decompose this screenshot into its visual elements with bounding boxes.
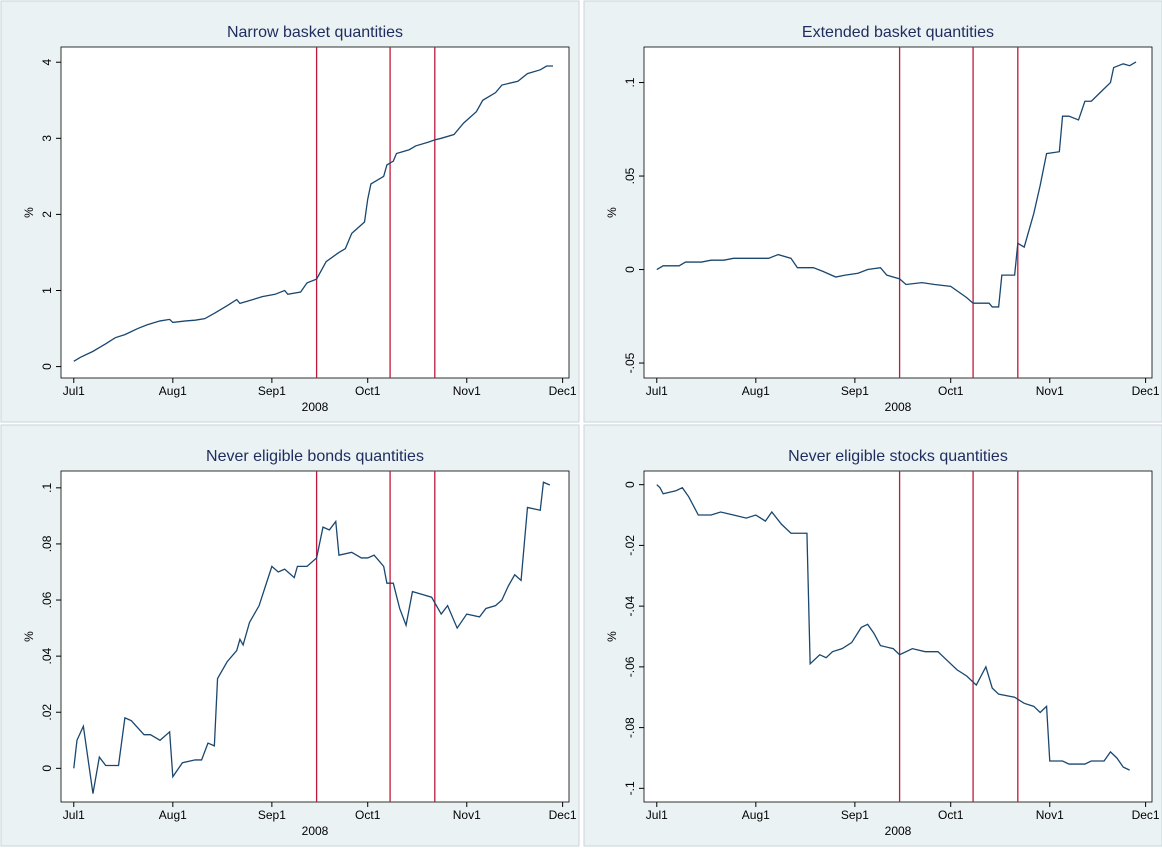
y-tick-label: .06 [40, 591, 54, 608]
x-tick-label: Sep1 [258, 808, 286, 822]
x-tick-label: Dec1 [549, 384, 577, 398]
y-axis-title: % [605, 631, 619, 642]
y-tick-label: 1 [40, 287, 54, 294]
chart-title: Never eligible bonds quantities [206, 448, 424, 465]
chart-title: Never eligible stocks quantities [788, 448, 1008, 465]
data-line [73, 65, 554, 362]
y-tick-label: .1 [40, 483, 54, 493]
x-tick-label: Nov1 [1036, 384, 1064, 398]
x-tick-label: Aug1 [742, 384, 770, 398]
x-tick-label: Oct1 [355, 808, 381, 822]
x-tick-label: Oct1 [355, 384, 381, 398]
data-line [656, 484, 1130, 771]
y-tick-label: -.06 [623, 656, 637, 677]
x-axis-title: 2008 [302, 824, 329, 838]
plot-area [60, 470, 570, 803]
x-tick-label: Sep1 [258, 384, 286, 398]
x-axis-title: 2008 [302, 400, 329, 414]
x-tick-label: Aug1 [742, 808, 770, 822]
y-tick-label: 3 [40, 135, 54, 142]
x-tick-label: Jul1 [63, 808, 85, 822]
y-tick-label: 0 [40, 363, 54, 370]
y-tick-label: 4 [40, 59, 54, 66]
x-tick-label: Sep1 [841, 384, 869, 398]
y-tick-label: 0 [623, 266, 637, 273]
y-axis-title: % [22, 631, 36, 642]
x-tick-label: Jul1 [646, 808, 668, 822]
y-axis-title: % [605, 207, 619, 218]
x-axis-title: 2008 [885, 400, 912, 414]
y-tick-label: 0 [623, 481, 637, 488]
y-axis-title: % [22, 207, 36, 218]
chart-title: Extended basket quantities [802, 24, 994, 41]
panel: Narrow basket quantities 0 1 2 3 4 Jul1 Aug1 Sep… [0, 0, 580, 423]
x-tick-label: Nov1 [1036, 808, 1064, 822]
x-tick-label: Oct1 [938, 384, 964, 398]
x-tick-label: Aug1 [159, 808, 187, 822]
y-tick-label: .04 [40, 647, 54, 664]
data-line [73, 481, 551, 794]
plot-area [643, 470, 1153, 803]
y-tick-label: -.05 [623, 352, 637, 373]
x-tick-label: Aug1 [159, 384, 187, 398]
x-axis-title: 2008 [885, 824, 912, 838]
x-tick-label: Sep1 [841, 808, 869, 822]
y-tick-label: 2 [40, 211, 54, 218]
y-tick-label: .02 [40, 704, 54, 721]
y-tick-label: 0 [40, 765, 54, 772]
panel: Never eligible bonds quantities 0 .02 .04 .0… [0, 424, 580, 847]
plot-area [643, 46, 1153, 379]
y-tick-label: .05 [623, 167, 637, 184]
y-tick-label: -.08 [623, 717, 637, 738]
chart-title: Narrow basket quantities [227, 24, 403, 41]
x-tick-label: Dec1 [549, 808, 577, 822]
y-tick-label: .08 [40, 535, 54, 552]
y-tick-label: -.02 [623, 535, 637, 556]
plot-area [60, 46, 570, 379]
x-tick-label: Nov1 [453, 808, 481, 822]
y-tick-label: .1 [623, 77, 637, 87]
panel: Never eligible stocks quantities -.1 -.08 -… [583, 424, 1162, 847]
y-tick-label: -.04 [623, 595, 637, 616]
x-tick-label: Jul1 [63, 384, 85, 398]
x-tick-label: Jul1 [646, 384, 668, 398]
x-tick-label: Dec1 [1132, 384, 1160, 398]
x-tick-label: Oct1 [938, 808, 964, 822]
panel: Extended basket quantities -.05 0 .05 .1 Jul1… [583, 0, 1162, 423]
data-line [656, 61, 1137, 308]
x-tick-label: Nov1 [453, 384, 481, 398]
y-tick-label: -.1 [623, 781, 637, 795]
x-tick-label: Dec1 [1132, 808, 1160, 822]
